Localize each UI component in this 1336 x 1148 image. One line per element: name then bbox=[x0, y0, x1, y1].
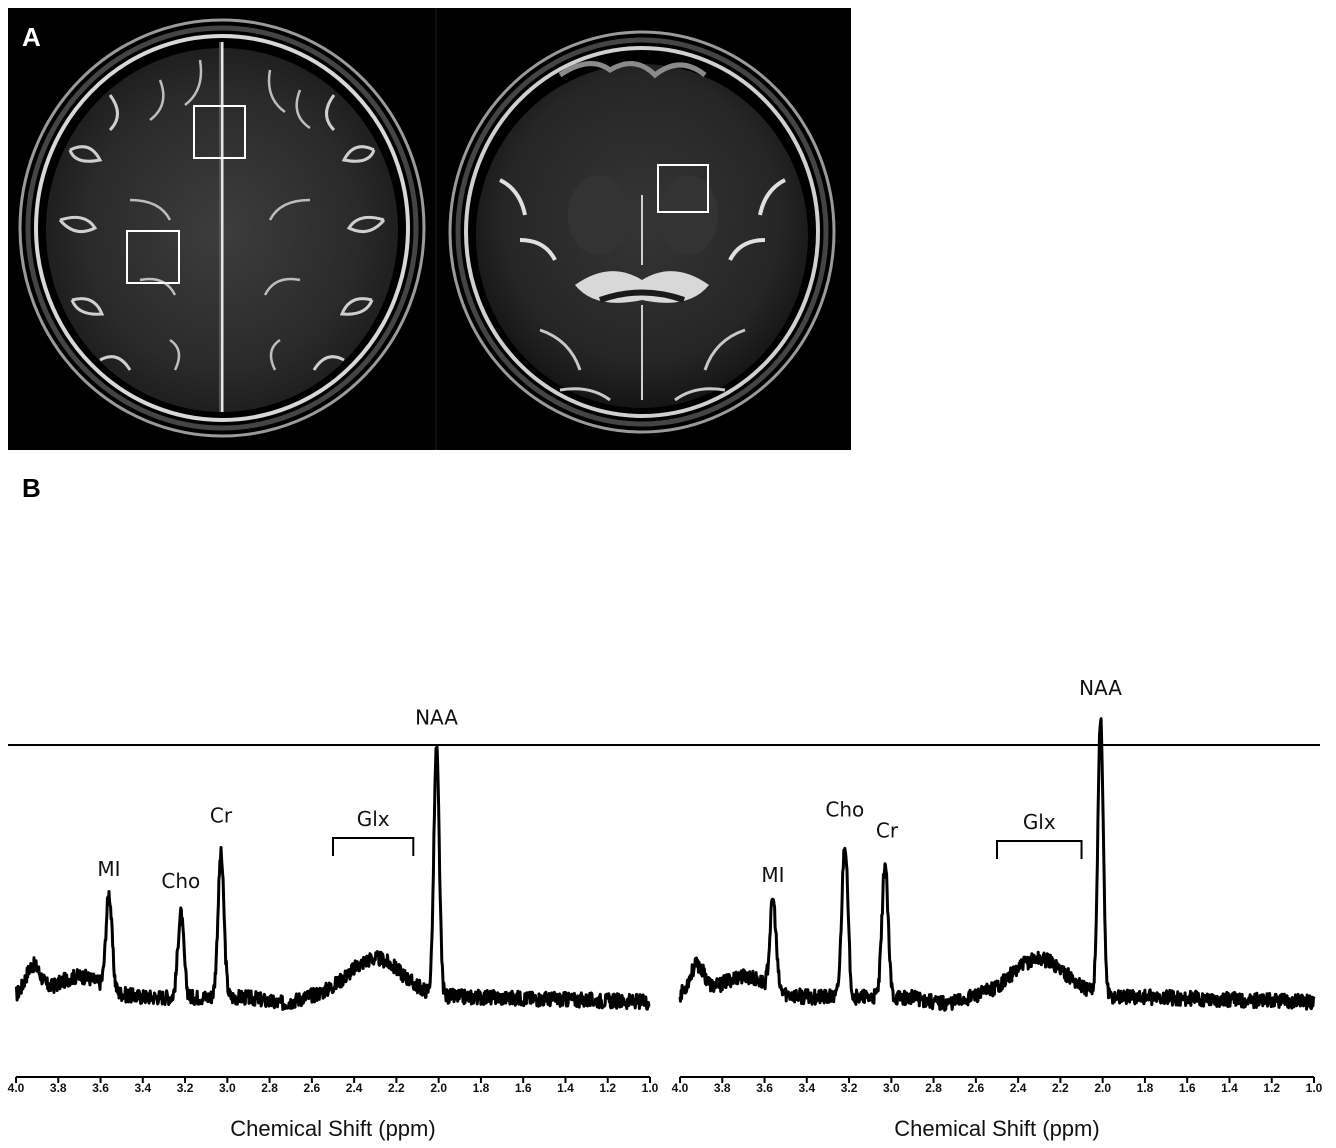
peak-label-cr: Cr bbox=[210, 804, 233, 828]
x-tick-label: 1.8 bbox=[1137, 1081, 1154, 1095]
x-tick-label: 1.0 bbox=[1306, 1081, 1323, 1095]
spectrum-left: MI Cho Cr NAA Glx 4.0 3.8 3.6 3.4 3.2 3.0 2.8 2.6 2.4… bbox=[8, 706, 659, 1141]
glx-bracket bbox=[332, 837, 415, 856]
peak-label-cr: Cr bbox=[876, 819, 899, 843]
mri-left-brain-icon bbox=[18, 18, 426, 438]
peak-label-cho: Cho bbox=[161, 869, 200, 893]
x-tick-label: 1.8 bbox=[473, 1081, 490, 1095]
mri-panel: A bbox=[8, 8, 851, 450]
x-tick-label: 2.0 bbox=[430, 1081, 447, 1095]
x-tick-label: 3.0 bbox=[883, 1081, 900, 1095]
x-tick-label: 2.2 bbox=[388, 1081, 405, 1095]
x-tick-label: 2.8 bbox=[925, 1081, 942, 1095]
x-tick-label: 2.6 bbox=[968, 1081, 985, 1095]
peak-label-mi: MI bbox=[761, 863, 784, 887]
x-tick-label: 3.8 bbox=[714, 1081, 731, 1095]
x-tick-label: 1.4 bbox=[1221, 1081, 1238, 1095]
x-tick-label: 1.2 bbox=[1263, 1081, 1280, 1095]
x-tick-label: 1.4 bbox=[557, 1081, 574, 1095]
x-tick-label: 3.6 bbox=[92, 1081, 109, 1095]
peak-label-cho: Cho bbox=[825, 798, 864, 822]
x-tick-label: 3.4 bbox=[798, 1081, 815, 1095]
x-tick-label: 1.0 bbox=[642, 1081, 659, 1095]
x-axis-title: Chemical Shift (ppm) bbox=[894, 1116, 1099, 1141]
glx-bracket bbox=[996, 840, 1083, 859]
x-tick-label: 2.8 bbox=[261, 1081, 278, 1095]
x-tick-label: 1.2 bbox=[599, 1081, 616, 1095]
glx-label: Glx bbox=[357, 807, 390, 831]
x-axis-title: Chemical Shift (ppm) bbox=[230, 1116, 435, 1141]
panel-b-label: B bbox=[22, 473, 41, 503]
x-tick-label: 1.6 bbox=[1179, 1081, 1196, 1095]
mri-right-brain-icon bbox=[448, 30, 836, 434]
x-tick-label: 1.6 bbox=[515, 1081, 532, 1095]
spectrum-trace bbox=[14, 745, 651, 1011]
spectrum-right: MI Cho Cr NAA Glx 4.0 3.8 3.6 3.4 3.2 3.0 2.8 2.6 2.4… bbox=[672, 676, 1323, 1141]
peak-label-naa: NAA bbox=[415, 706, 458, 730]
glx-label: Glx bbox=[1023, 810, 1056, 834]
peak-label-mi: MI bbox=[97, 857, 120, 881]
x-tick-label: 2.4 bbox=[346, 1081, 363, 1095]
x-tick-label: 3.6 bbox=[756, 1081, 773, 1095]
x-tick-label: 2.6 bbox=[304, 1081, 321, 1095]
x-tick-label: 3.8 bbox=[50, 1081, 67, 1095]
x-tick-label: 3.2 bbox=[177, 1081, 194, 1095]
x-tick-label: 2.4 bbox=[1010, 1081, 1027, 1095]
panel-a-label: A bbox=[22, 22, 41, 52]
x-tick-label: 2.2 bbox=[1052, 1081, 1069, 1095]
x-tick-label: 3.0 bbox=[219, 1081, 236, 1095]
x-tick-label: 4.0 bbox=[8, 1081, 25, 1095]
x-tick-label: 4.0 bbox=[672, 1081, 689, 1095]
peak-label-naa: NAA bbox=[1079, 676, 1122, 700]
spectrum-trace bbox=[678, 717, 1316, 1012]
x-tick-label: 3.4 bbox=[134, 1081, 151, 1095]
x-tick-label: 3.2 bbox=[841, 1081, 858, 1095]
x-tick-label: 2.0 bbox=[1094, 1081, 1111, 1095]
